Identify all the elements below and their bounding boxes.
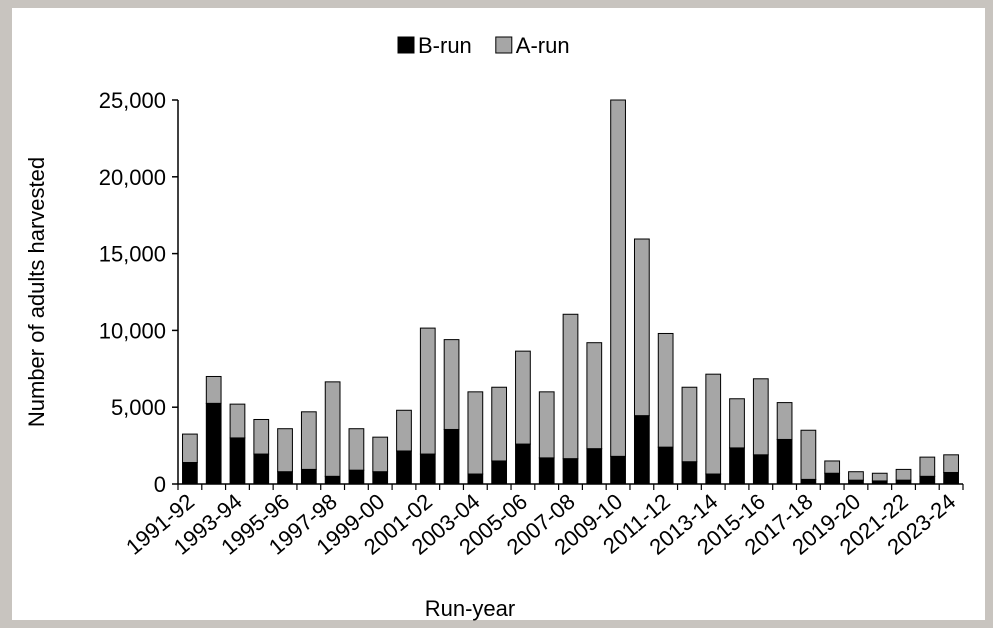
y-tick-label: 25,000 xyxy=(99,88,166,113)
bar-segment xyxy=(205,402,222,485)
bar-segment xyxy=(396,450,412,485)
bar-segment xyxy=(729,447,745,485)
bar-segment xyxy=(657,332,674,448)
bar-segment xyxy=(800,478,817,485)
bar-segment xyxy=(919,475,936,485)
bar-segment xyxy=(205,375,222,404)
bar-segment xyxy=(419,327,436,455)
bar-segment xyxy=(705,473,722,485)
bar-segment xyxy=(871,472,888,482)
legend-label: A-run xyxy=(516,33,570,58)
bar-segment xyxy=(562,313,579,460)
bar-segment xyxy=(562,458,579,485)
legend-label: B-run xyxy=(418,33,472,58)
bar-segment xyxy=(443,339,460,430)
bar-segment xyxy=(277,428,293,473)
x-axis-label: Run-year xyxy=(425,596,515,621)
bar-segment xyxy=(586,342,603,450)
bar-segment xyxy=(396,409,412,452)
y-tick-label: 15,000 xyxy=(99,242,166,267)
bar-segment xyxy=(229,437,246,485)
bar-segment xyxy=(372,436,389,473)
bar-segment xyxy=(895,479,912,485)
bar-segment xyxy=(610,455,626,485)
bar-segment xyxy=(633,238,650,417)
bar-segment xyxy=(443,428,460,485)
y-axis-label: Number of adults harvested xyxy=(24,157,49,427)
bar-segment xyxy=(776,438,793,485)
bar-segment xyxy=(919,456,936,477)
bar-segment xyxy=(182,461,198,485)
bar-segment xyxy=(467,391,484,475)
bar-segment xyxy=(705,373,722,475)
bar-segment xyxy=(848,479,864,485)
bar-segment xyxy=(824,460,841,474)
bar-segment xyxy=(300,468,317,485)
bar-segment xyxy=(800,429,817,480)
panel xyxy=(12,8,985,620)
bar-segment xyxy=(729,398,745,449)
bar-segment xyxy=(491,386,508,462)
bar-segment xyxy=(324,475,341,485)
bar-segment xyxy=(610,99,626,457)
bar-segment xyxy=(324,381,341,477)
bar-segment xyxy=(681,386,698,463)
y-tick-label: 5,000 xyxy=(111,395,166,420)
bar-segment xyxy=(752,454,769,485)
bar-segment xyxy=(348,428,365,471)
bar-segment xyxy=(348,469,365,485)
bar-segment xyxy=(515,350,531,445)
bar-segment xyxy=(253,453,270,485)
bar-segment xyxy=(182,433,198,463)
y-tick-label: 10,000 xyxy=(99,318,166,343)
bar-segment xyxy=(752,378,769,456)
bar-segment xyxy=(515,443,531,485)
bar-segment xyxy=(419,453,436,485)
bar-segment xyxy=(681,461,698,485)
legend-swatch xyxy=(495,36,513,54)
bar-segment xyxy=(253,418,270,455)
bar-segment xyxy=(538,391,555,459)
y-tick-label: 20,000 xyxy=(99,165,166,190)
bar-segment xyxy=(633,415,650,485)
bar-segment xyxy=(538,457,555,485)
bar-segment xyxy=(372,471,389,485)
bar-segment xyxy=(586,448,603,485)
bar-segment xyxy=(848,471,864,481)
bar-segment xyxy=(491,460,508,485)
bar-segment xyxy=(229,403,246,439)
bar-segment xyxy=(657,446,674,485)
bar-segment xyxy=(467,473,484,485)
bar-segment xyxy=(824,472,841,485)
y-tick-label: 0 xyxy=(154,472,166,497)
bar-segment xyxy=(300,411,317,470)
bar-segment xyxy=(895,468,912,481)
legend-swatch xyxy=(397,36,415,54)
bar-segment xyxy=(943,454,959,473)
bar-segment xyxy=(277,471,293,485)
bar-segment xyxy=(943,471,959,485)
bar-segment xyxy=(776,402,793,440)
